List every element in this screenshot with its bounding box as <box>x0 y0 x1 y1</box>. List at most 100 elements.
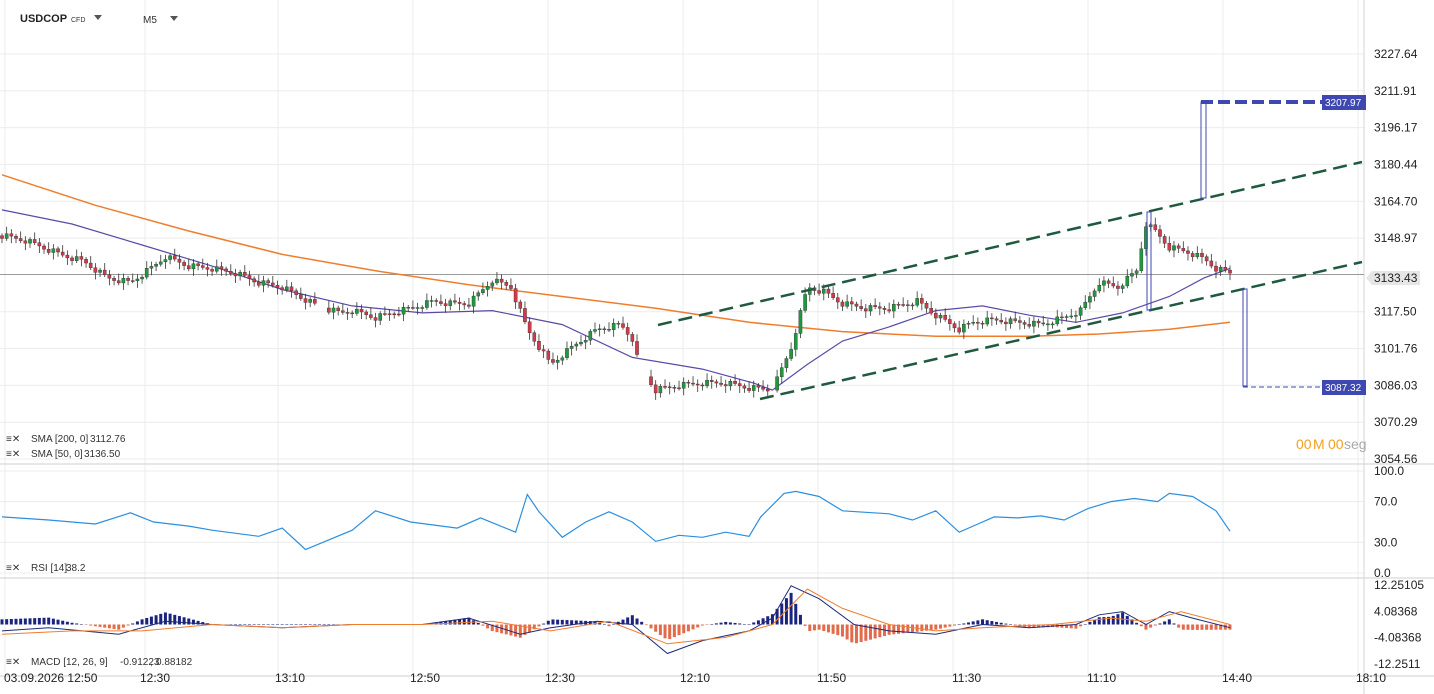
macd-histogram-bar <box>570 620 574 625</box>
candle-body <box>523 308 527 323</box>
sma200-legend[interactable]: ≡✕ SMA [200, 0] 3112.76 <box>6 434 126 445</box>
candle-body <box>485 286 490 290</box>
macd-histogram-bar <box>1214 624 1218 630</box>
candle-body <box>135 278 140 282</box>
upper-target-value: 3207.97 <box>1325 98 1362 109</box>
candle-body <box>397 313 401 316</box>
macd-histogram-bar <box>981 619 985 625</box>
macd-histogram-bar <box>1079 624 1083 627</box>
candle-body <box>929 308 933 314</box>
macd-histogram-bar <box>943 624 947 628</box>
time-axis[interactable]: 03.09.2026 12:50 12:30 13:10 12:50 12:30 12:1… <box>4 671 1386 685</box>
macd-histogram-bar <box>1139 624 1143 627</box>
candle-body <box>901 304 905 306</box>
candle-body <box>233 273 238 277</box>
legend-menu-icon[interactable]: ≡✕ <box>6 434 20 445</box>
macd-histogram-bar <box>1013 624 1017 626</box>
candle-body <box>611 322 616 330</box>
macd-histogram-bar <box>925 624 929 631</box>
macd-histogram-bar <box>896 624 900 634</box>
candle-body <box>621 323 625 328</box>
macd-histogram-bar <box>51 618 55 625</box>
macd-histogram-bar <box>644 624 648 626</box>
candle-body <box>583 340 588 343</box>
candle-body <box>313 299 317 304</box>
symbol-dropdown-icon[interactable] <box>94 15 102 20</box>
price-pane[interactable] <box>0 100 1363 401</box>
price-axis[interactable]: 3227.64 3211.91 3196.17 3180.44 3164.70 3148.… <box>1374 47 1424 671</box>
macd-histogram-bar <box>612 624 616 625</box>
macd-histogram-bar <box>1205 624 1209 630</box>
channel-upper-line <box>657 160 1363 327</box>
macd-histogram-bar <box>728 622 732 625</box>
macd-histogram-bar <box>1009 624 1013 625</box>
macd-legend[interactable]: ≡✕ MACD [12, 26, 9] -0.91223 , 0.88182 <box>6 657 193 668</box>
candle-body <box>476 292 481 297</box>
candle-body <box>887 309 891 312</box>
candle-body <box>163 259 168 263</box>
macd-histogram-bar <box>135 621 139 625</box>
macd-histogram-bar <box>318 624 322 625</box>
candle-body <box>214 266 219 272</box>
candle-body <box>341 310 345 313</box>
price-tick-label: 3227.64 <box>1374 47 1418 61</box>
macd-histogram-bar <box>658 624 662 636</box>
timeframe-dropdown-icon[interactable] <box>170 16 178 21</box>
candle-body <box>4 233 9 239</box>
macd-histogram <box>0 592 1232 644</box>
legend-menu-icon[interactable]: ≡✕ <box>6 657 20 668</box>
macd-histogram-bar <box>967 622 971 625</box>
candle-body <box>868 305 873 312</box>
candle-body <box>906 304 910 306</box>
candle-body <box>994 318 999 321</box>
candle-body <box>18 238 23 242</box>
macd-tick-label: -12.2511 <box>1374 657 1421 671</box>
candle-body <box>630 334 635 342</box>
timeframe-label[interactable]: M5 <box>143 15 157 26</box>
legend-menu-icon[interactable]: ≡✕ <box>6 563 20 574</box>
macd-histogram-bar <box>89 624 93 626</box>
candle-body <box>1186 250 1190 254</box>
macd-histogram-bar <box>247 624 251 625</box>
candle-body <box>597 328 602 331</box>
candle-body <box>1078 307 1083 316</box>
candle-body <box>541 349 546 352</box>
candle-body <box>1004 321 1008 325</box>
candle-body <box>74 256 79 261</box>
macd-histogram-bar <box>1191 624 1195 630</box>
rsi-legend[interactable]: ≡✕ RSI [14] 38.2 <box>6 563 86 574</box>
candle-body <box>1139 248 1144 271</box>
lower-target-value: 3087.32 <box>1325 383 1362 394</box>
candle-body <box>602 328 607 331</box>
macd-histogram-bar <box>154 615 158 625</box>
symbol-name[interactable]: USDCOP <box>20 13 67 25</box>
candle-body <box>9 233 14 237</box>
rsi-tick-label: 70.0 <box>1374 495 1398 509</box>
candle-body <box>336 307 340 311</box>
upper-target-box <box>1200 101 1207 199</box>
candle-body <box>242 271 247 276</box>
legend-menu-icon[interactable]: ≡✕ <box>6 449 20 460</box>
candle-body <box>359 308 364 313</box>
rsi-pane[interactable] <box>1 490 1231 551</box>
macd-pane[interactable] <box>0 585 1232 655</box>
macd-histogram-bar <box>682 624 686 634</box>
candle-body <box>607 329 611 331</box>
macd-histogram-bar <box>327 624 331 625</box>
macd-signal-line <box>1 588 1231 645</box>
macd-histogram-bar <box>724 621 728 625</box>
candle-body <box>1055 316 1060 325</box>
candle-body <box>186 265 191 270</box>
sma50-legend[interactable]: ≡✕ SMA [50, 0] 3136.50 <box>6 449 121 460</box>
candle-body <box>938 315 943 319</box>
channel-drawings[interactable] <box>657 100 1363 401</box>
candle-body <box>569 345 574 349</box>
macd-histogram-bar <box>514 624 518 637</box>
candle-body <box>980 322 985 325</box>
rsi-tick-label: 30.0 <box>1374 535 1398 549</box>
macd-histogram-bar <box>756 620 760 625</box>
candle-body <box>784 358 789 368</box>
candle-body <box>1046 323 1050 326</box>
